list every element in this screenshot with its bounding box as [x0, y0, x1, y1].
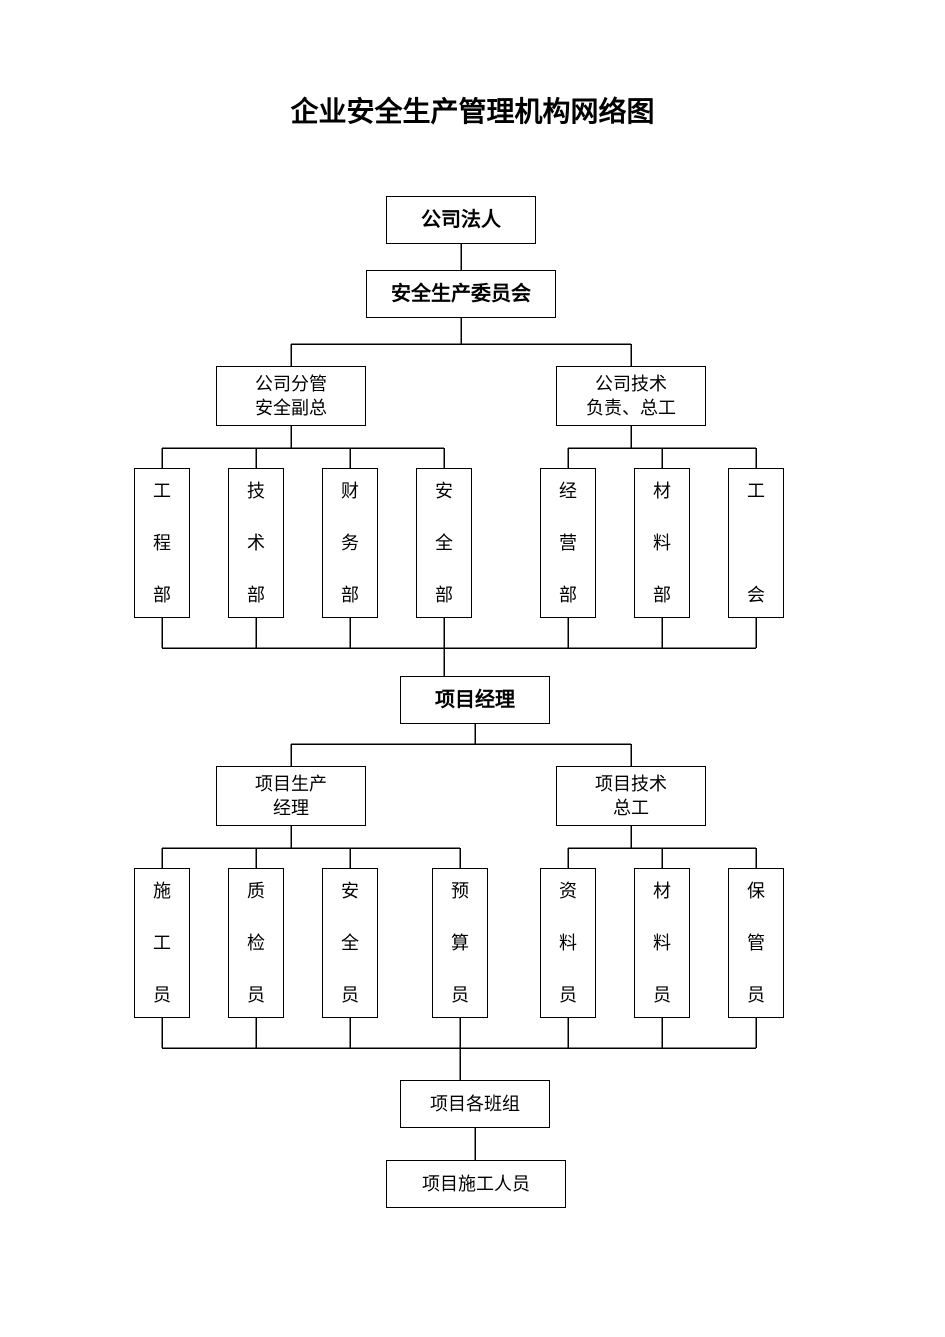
node-legal-person: 公司法人	[386, 196, 536, 244]
node-vertical-char: 保	[747, 879, 765, 903]
node-vertical-char: 材	[653, 479, 671, 503]
node-vertical-char: 员	[653, 983, 671, 1007]
node-vertical-char: 部	[247, 583, 265, 607]
node-vertical-char: 财	[341, 479, 359, 503]
node-vertical-char: 技	[247, 479, 265, 503]
node-dept-finance: 财务部	[322, 468, 378, 618]
node-label-line2: 安全副总	[255, 396, 327, 420]
node-vertical-char: 员	[153, 983, 171, 1007]
node-vertical-char: 工	[747, 479, 765, 503]
node-dept-materials: 材料部	[634, 468, 690, 618]
node-vertical-char: 营	[559, 531, 577, 555]
node-vertical-char: 全	[435, 531, 453, 555]
node-dept-business: 经营部	[540, 468, 596, 618]
node-vertical-char: 算	[451, 931, 469, 955]
node-vertical-char: 部	[435, 583, 453, 607]
node-vertical-char: 安	[341, 879, 359, 903]
node-vertical-char: 质	[247, 879, 265, 903]
node-dept-safety: 安全部	[416, 468, 472, 618]
node-vertical-char: 部	[653, 583, 671, 607]
node-label-line1: 项目技术	[595, 772, 667, 796]
node-vertical-char: 经	[559, 479, 577, 503]
node-vertical-char: 程	[153, 531, 171, 555]
node-vertical-char: 材	[653, 879, 671, 903]
node-vertical-char: 部	[559, 583, 577, 607]
node-label-line1: 公司分管	[255, 372, 327, 396]
node-vertical-char: 料	[653, 531, 671, 555]
node-vertical-char: 部	[341, 583, 359, 607]
node-vertical-char: 员	[341, 983, 359, 1007]
node-vertical-char: 料	[653, 931, 671, 955]
node-vertical-char: 料	[559, 931, 577, 955]
node-vp-safety: 公司分管 安全副总	[216, 366, 366, 426]
node-role-documents: 资料员	[540, 868, 596, 1018]
node-vertical-char: 员	[451, 983, 469, 1007]
node-vertical-char: 工	[153, 479, 171, 503]
node-vertical-char: 术	[247, 531, 265, 555]
node-role-safety: 安全员	[322, 868, 378, 1018]
node-label: 项目经理	[435, 687, 515, 714]
node-vertical-char: 务	[341, 531, 359, 555]
node-dept-engineering: 工程部	[134, 468, 190, 618]
node-dept-technology: 技术部	[228, 468, 284, 618]
node-vertical-char: 施	[153, 879, 171, 903]
node-role-storekeeper: 保管员	[728, 868, 784, 1018]
node-vertical-char: 工	[153, 931, 171, 955]
node-label: 安全生产委员会	[391, 281, 531, 308]
node-vertical-char: 资	[559, 879, 577, 903]
node-project-production-manager: 项目生产 经理	[216, 766, 366, 826]
node-vertical-char: 会	[747, 583, 765, 607]
page-title: 企业安全生产管理机构网络图	[0, 90, 945, 130]
node-role-construction: 施工员	[134, 868, 190, 1018]
node-vertical-char: 全	[341, 931, 359, 955]
node-vertical-char: 管	[747, 931, 765, 955]
node-label: 项目施工人员	[422, 1172, 530, 1196]
node-vertical-char: 部	[153, 583, 171, 607]
node-project-manager: 项目经理	[400, 676, 550, 724]
node-vertical-char: 员	[559, 983, 577, 1007]
node-vertical-char: 检	[247, 931, 265, 955]
node-label: 公司法人	[421, 207, 501, 234]
node-vertical-char: 预	[451, 879, 469, 903]
node-label-line1: 项目生产	[255, 772, 327, 796]
node-role-budget: 预算员	[432, 868, 488, 1018]
node-role-materials: 材料员	[634, 868, 690, 1018]
node-vertical-char: 员	[747, 983, 765, 1007]
node-vp-tech: 公司技术 负责、总工	[556, 366, 706, 426]
node-vertical-char: 员	[247, 983, 265, 1007]
node-label: 项目各班组	[430, 1092, 520, 1116]
node-safety-committee: 安全生产委员会	[366, 270, 556, 318]
org-chart-page: 企业安全生产管理机构网络图 公司法人 安全生产委员会 公司分管 安全副总 公司技…	[0, 0, 945, 1337]
node-project-workers: 项目施工人员	[386, 1160, 566, 1208]
node-project-teams: 项目各班组	[400, 1080, 550, 1128]
node-label-line2: 经理	[273, 796, 309, 820]
node-role-qc: 质检员	[228, 868, 284, 1018]
node-label-line2: 负责、总工	[586, 396, 676, 420]
node-vertical-char: 安	[435, 479, 453, 503]
node-dept-union: 工会	[728, 468, 784, 618]
node-label-line1: 公司技术	[595, 372, 667, 396]
node-label-line2: 总工	[613, 796, 649, 820]
node-project-tech-engineer: 项目技术 总工	[556, 766, 706, 826]
